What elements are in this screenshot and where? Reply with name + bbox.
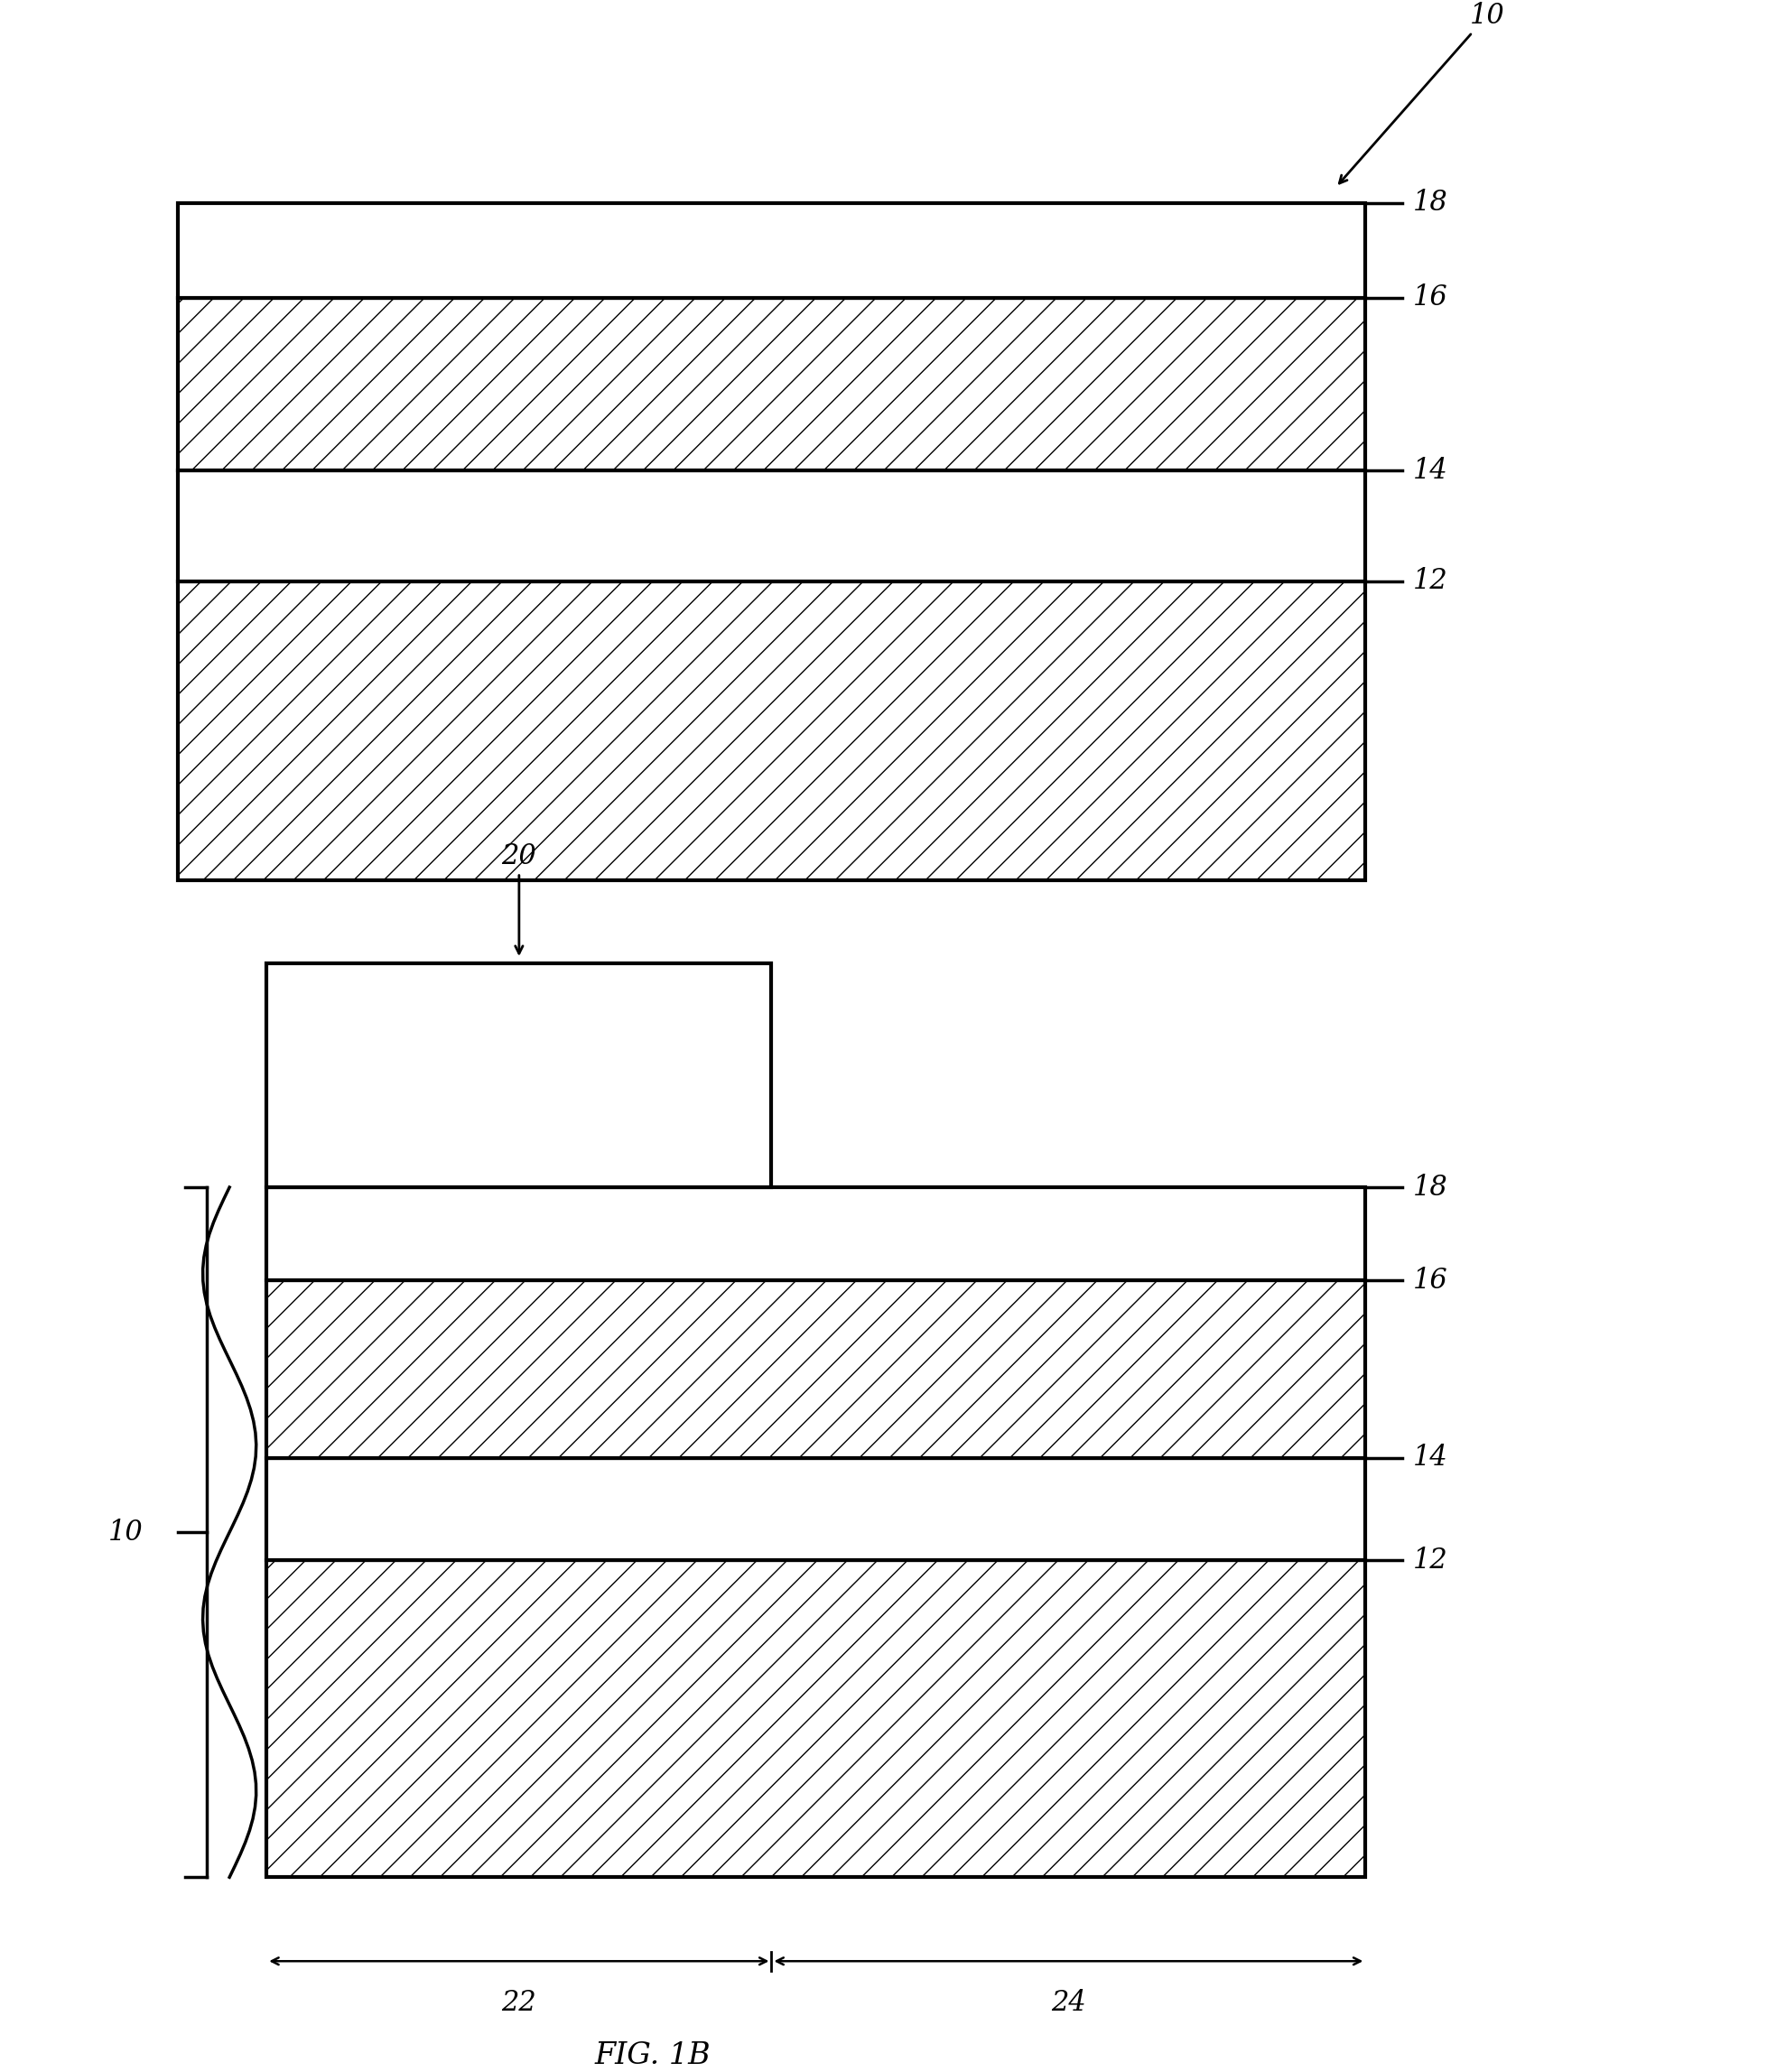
Bar [267, 1280, 1364, 1459]
Bar [177, 470, 1364, 580]
Text: 22: 22 [502, 1989, 535, 2018]
Text: FIG. 1A: FIG. 1A [594, 968, 710, 997]
Bar [177, 203, 1364, 298]
Text: 20: 20 [502, 841, 535, 953]
Text: 16: 16 [1412, 1266, 1447, 1295]
Text: 14: 14 [1412, 456, 1447, 485]
Text: 18: 18 [1412, 1173, 1447, 1202]
Bar [267, 1459, 1364, 1560]
Text: 12: 12 [1412, 568, 1447, 595]
Text: 10: 10 [108, 1519, 143, 1546]
Bar [177, 580, 1364, 881]
Text: 16: 16 [1412, 284, 1447, 311]
Text: FIG. 1B: FIG. 1B [594, 2041, 710, 2070]
Bar [267, 1560, 1364, 1877]
Bar [177, 298, 1364, 470]
Text: 18: 18 [1412, 189, 1447, 218]
Bar [267, 1187, 1364, 1280]
Text: 14: 14 [1412, 1444, 1447, 1471]
Text: 24: 24 [1051, 1989, 1085, 2018]
Bar [267, 963, 770, 1187]
Text: 12: 12 [1412, 1546, 1447, 1575]
Text: 10: 10 [1339, 2, 1504, 182]
